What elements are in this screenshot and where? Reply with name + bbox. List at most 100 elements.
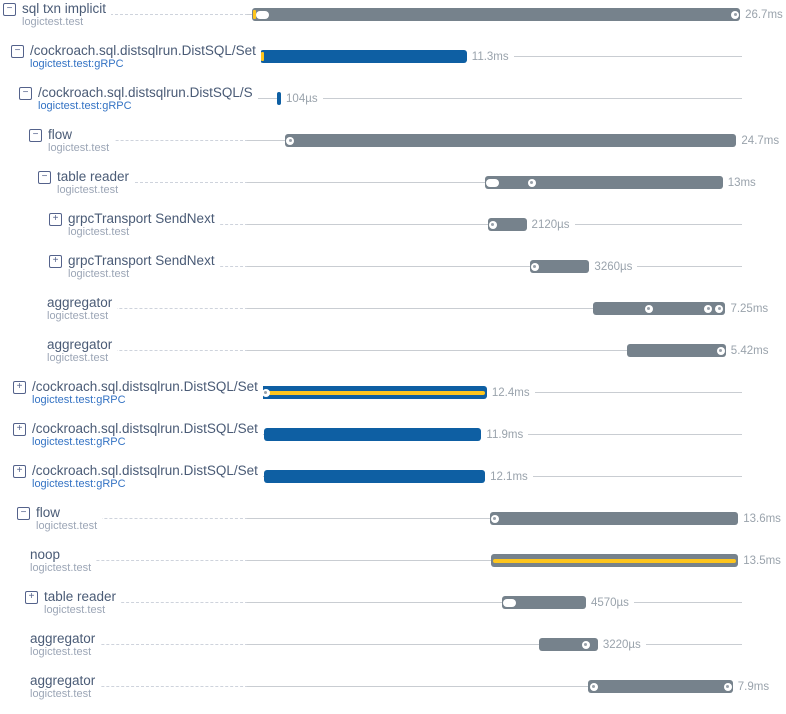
event-dot-marker: [644, 304, 653, 313]
event-dot-marker: [731, 10, 740, 19]
span-timeline: 104µs: [247, 84, 742, 113]
event-dot-marker: [704, 304, 713, 313]
intra-span-stripe: [262, 390, 485, 395]
span-label: −/cockroach.sql.distsqlrun.DistSQL/Set lo…: [11, 43, 261, 70]
collapse-toggle-icon[interactable]: −: [38, 171, 51, 184]
expand-toggle-icon[interactable]: +: [49, 213, 62, 226]
event-tick-marker: [253, 10, 257, 19]
span-duration-bar[interactable]: [277, 92, 282, 105]
span-subtitle: logictest.test: [57, 184, 119, 196]
expand-toggle-icon[interactable]: +: [13, 465, 26, 478]
span-label-text: table reader logictest.test: [57, 169, 129, 196]
expand-toggle-icon[interactable]: +: [25, 591, 38, 604]
collapse-toggle-icon[interactable]: −: [3, 3, 16, 16]
span-row: + /cockroach.sql.distsqlrun.DistSQL/Set lo…: [0, 378, 786, 420]
span-duration-bar[interactable]: [502, 596, 586, 609]
span-label-text: aggregator logictest.test: [30, 631, 95, 658]
leader-dashes: [19, 518, 253, 519]
span-title: aggregator: [47, 337, 113, 352]
span-title: /cockroach.sql.distsqlrun.DistSQL/Set: [30, 43, 256, 58]
collapse-toggle-icon[interactable]: −: [19, 87, 32, 100]
span-duration-bar[interactable]: [252, 8, 741, 21]
span-subtitle: logictest.test:gRPC: [32, 394, 126, 406]
span-title: /cockroach.sql.distsqlrun.DistSQL/Set: [32, 421, 258, 436]
span-duration-bar[interactable]: [263, 428, 482, 441]
span-title: flow: [48, 127, 73, 142]
span-duration-bar[interactable]: [485, 176, 723, 189]
collapse-toggle-icon[interactable]: −: [11, 45, 24, 58]
expand-toggle-icon[interactable]: +: [13, 381, 26, 394]
timeline-line-right: [574, 224, 742, 225]
leader-dashes: [49, 350, 253, 351]
duration-label: 12.4ms: [491, 386, 530, 399]
span-timeline: 11.9ms: [247, 420, 742, 449]
event-dot-marker: [490, 514, 499, 523]
timeline-line-right: [534, 392, 742, 393]
timeline-line-left: [247, 686, 589, 687]
span-duration-bar[interactable]: [260, 386, 487, 399]
event-dot-marker: [589, 682, 598, 691]
timeline-line-left: [247, 98, 278, 99]
leader-dashes: [5, 14, 253, 15]
event-dot-marker: [723, 682, 732, 691]
span-duration-bar[interactable]: [592, 302, 726, 315]
span-row: aggregator logictest.test 7.9ms: [0, 672, 786, 714]
span-timeline: 5.42ms: [247, 336, 769, 365]
timeline-line-left: [247, 266, 530, 267]
span-duration-bar[interactable]: [260, 50, 467, 63]
span-duration-bar[interactable]: [263, 470, 486, 483]
span-subtitle: logictest.test: [48, 142, 110, 154]
span-subtitle: logictest.test: [44, 604, 106, 616]
span-subtitle: logictest.test: [68, 268, 130, 280]
leader-dashes: [40, 182, 253, 183]
span-duration-bar[interactable]: [538, 638, 598, 651]
duration-label: 3260µs: [594, 260, 633, 273]
span-subtitle: logictest.test:gRPC: [30, 58, 124, 70]
timeline-line-right: [633, 602, 742, 603]
span-subtitle: logictest.test: [30, 688, 92, 700]
timeline-line-right: [513, 56, 742, 57]
span-label: aggregator logictest.test: [30, 673, 101, 700]
event-pill-marker: [503, 598, 517, 607]
span-title: aggregator: [30, 673, 96, 688]
span-title: aggregator: [30, 631, 96, 646]
span-duration-bar[interactable]: [588, 680, 733, 693]
span-label: + /cockroach.sql.distsqlrun.DistSQL/Set lo…: [13, 463, 263, 490]
span-label-text: table reader logictest.test: [44, 589, 116, 616]
span-duration-bar[interactable]: [491, 554, 739, 567]
span-timeline: 13.6ms: [247, 504, 781, 533]
collapse-toggle-icon[interactable]: −: [17, 507, 30, 520]
timeline-line-left: [247, 14, 252, 15]
span-row: −/cockroach.sql.distsqlrun.DistSQL/Set lo…: [0, 42, 786, 84]
timeline-line-left: [247, 602, 503, 603]
span-timeline: 11.3ms: [247, 42, 742, 71]
span-label-text: aggregator logictest.test: [30, 673, 95, 700]
span-title: /cockroach.sql.distsqlrun.DistSQL/S: [38, 85, 253, 100]
span-label: − sql txn implicit logictest.test: [3, 1, 112, 28]
intra-span-stripe: [493, 558, 737, 563]
event-dot-marker: [488, 220, 497, 229]
span-row: − sql txn implicit logictest.test 26.7ms: [0, 0, 786, 42]
collapse-toggle-icon[interactable]: −: [29, 129, 42, 142]
span-duration-bar[interactable]: [626, 344, 726, 357]
span-row: aggregator logictest.test 5.42ms: [0, 336, 786, 378]
span-duration-bar[interactable]: [284, 134, 737, 147]
span-timeline: 3260µs: [247, 252, 742, 281]
leader-dashes: [32, 560, 253, 561]
duration-label: 5.42ms: [730, 344, 769, 357]
event-pill-marker: [255, 10, 269, 19]
span-duration-bar[interactable]: [529, 260, 590, 273]
span-duration-bar[interactable]: [487, 218, 527, 231]
span-timeline: 7.25ms: [247, 294, 768, 323]
expand-toggle-icon[interactable]: +: [49, 255, 62, 268]
span-timeline: 12.4ms: [247, 378, 742, 407]
span-duration-bar[interactable]: [489, 512, 739, 525]
span-title: /cockroach.sql.distsqlrun.DistSQL/Set: [32, 379, 258, 394]
span-label: −/cockroach.sql.distsqlrun.DistSQL/S logi…: [19, 85, 258, 112]
timeline-line-left: [247, 560, 492, 561]
expand-toggle-icon[interactable]: +: [13, 423, 26, 436]
span-label: − flow logictest.test: [29, 127, 115, 154]
span-label-text: /cockroach.sql.distsqlrun.DistSQL/Set log…: [30, 43, 256, 70]
span-row: noop logictest.test 13.5ms: [0, 546, 786, 588]
